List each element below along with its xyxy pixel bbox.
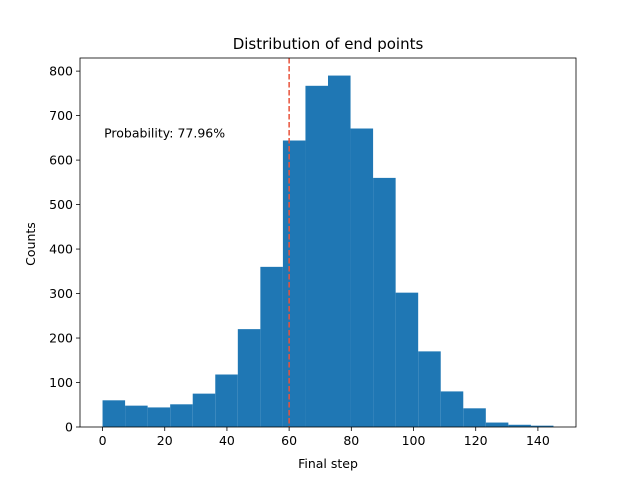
y-tick-label: 800 [49,64,73,79]
x-tick-label: 80 [343,433,359,448]
x-tick-label: 0 [99,433,107,448]
probability-annotation: Probability: 77.96% [104,125,225,140]
y-axis-ticks: 0 100 200 300 400 500 600 700 800 [49,64,80,435]
x-tick-label: 100 [402,433,426,448]
histogram-bar [440,391,464,427]
histogram-bar [102,400,126,427]
y-tick-label: 600 [49,153,73,168]
histogram-bar [373,177,396,427]
x-tick-label: 20 [157,433,173,448]
histogram-bar [508,424,531,427]
histogram-bar [237,329,261,427]
histogram-bar [282,140,306,427]
y-tick-label: 0 [65,420,73,435]
plot-frame [79,57,577,428]
y-tick-label: 700 [49,108,73,123]
chart-title: Distribution of end points [233,35,424,53]
histogram-bar [192,393,216,427]
y-axis-label: Counts [23,222,38,266]
histogram-bar [260,266,283,427]
histogram-bar [530,425,554,427]
x-tick-label: 60 [281,433,297,448]
histogram-bar [147,407,171,427]
x-axis-ticks: 0 20 40 60 80 100 120 140 [99,427,550,448]
histogram-bar [463,408,486,427]
x-tick-label: 120 [464,433,488,448]
histogram-bar [485,422,509,427]
histogram-bar [305,85,328,428]
y-tick-label: 200 [49,331,73,346]
x-tick-label: 40 [219,433,235,448]
histogram-bar [395,292,419,427]
histogram-bar [328,75,351,428]
x-axis-label: Final step [298,456,358,471]
y-tick-label: 300 [49,286,73,301]
histogram-bar [170,404,193,427]
histogram-bar [125,405,148,427]
histogram-bar [215,374,238,427]
histogram-bar [350,128,374,428]
histogram-bar [418,351,441,427]
y-tick-label: 100 [49,375,73,390]
y-tick-label: 400 [49,242,73,257]
x-tick-label: 140 [526,433,550,448]
y-tick-label: 500 [49,197,73,212]
